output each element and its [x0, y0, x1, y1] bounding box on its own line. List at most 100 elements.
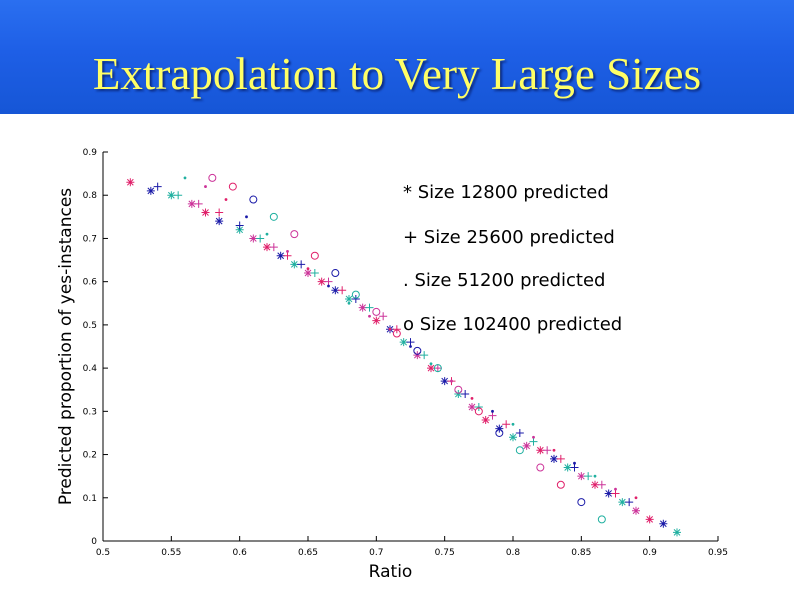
y-tick-label: 0.8	[83, 191, 98, 201]
data-point-size-51200	[204, 185, 207, 188]
data-point-size-102400	[597, 515, 606, 524]
data-point-size-51200	[286, 250, 289, 253]
data-point-size-102400	[331, 269, 340, 278]
data-point-size-102400	[433, 364, 442, 373]
data-point-size-12800	[215, 217, 224, 226]
data-point-size-12800	[201, 208, 210, 217]
data-point-size-102400	[474, 407, 483, 416]
data-point-size-12800	[536, 446, 545, 455]
legend-entry: . Size 51200 predicted	[403, 270, 605, 291]
data-point-size-12800	[522, 441, 531, 450]
y-axis-label: Predicted proportion of yes-instances	[56, 188, 76, 505]
data-point-size-25600	[433, 364, 442, 373]
data-point-size-51200	[245, 215, 248, 219]
data-point-size-25600	[283, 251, 292, 260]
data-point-size-12800	[659, 519, 668, 528]
data-point-size-25600	[215, 208, 224, 217]
data-point-size-25600	[256, 234, 265, 243]
data-point-size-102400	[577, 498, 586, 507]
data-point-size-12800	[468, 403, 476, 412]
data-point-size-25600	[338, 286, 347, 295]
data-point-size-51200	[634, 496, 638, 500]
data-point-size-25600	[194, 199, 203, 208]
data-point-size-25600	[392, 325, 401, 334]
data-point-size-12800	[317, 277, 326, 286]
data-point-size-102400	[556, 480, 565, 489]
data-point-size-51200	[368, 314, 371, 318]
y-tick-label: 0.1	[83, 494, 97, 504]
data-point-size-25600	[420, 351, 429, 360]
data-point-size-51200	[450, 379, 453, 383]
data-point-size-102400	[310, 251, 319, 260]
data-point-size-25600	[556, 454, 565, 463]
data-point-size-102400	[269, 212, 278, 221]
x-tick-label: 0.95	[708, 548, 728, 558]
data-point-size-12800	[276, 251, 285, 260]
data-point-size-102400	[495, 428, 504, 437]
data-point-size-102400	[228, 182, 237, 191]
data-point-size-25600	[406, 338, 415, 347]
data-point-size-12800	[263, 243, 271, 252]
data-point-size-25600	[474, 403, 483, 412]
data-point-size-102400	[249, 195, 258, 204]
data-point-size-12800	[604, 489, 613, 498]
data-point-size-51200	[388, 327, 392, 331]
data-point-size-12800	[591, 480, 599, 489]
data-point-size-12800	[673, 528, 681, 537]
y-tick-label: 0.5	[83, 321, 97, 331]
slide-title: Extrapolation to Very Large Sizes	[92, 49, 702, 99]
data-point-size-12800	[372, 316, 381, 325]
chart-legend: * Size 12800 predicted + Size 25600 predi…	[403, 182, 622, 335]
data-point-size-25600	[611, 489, 620, 498]
data-point-size-25600	[543, 446, 552, 455]
data-point-size-12800	[632, 506, 640, 515]
data-point-size-25600	[174, 191, 183, 200]
data-point-size-12800	[577, 472, 586, 481]
data-point-size-12800	[146, 186, 155, 195]
data-point-size-12800	[358, 303, 367, 312]
data-point-size-102400	[290, 230, 299, 239]
data-point-size-25600	[515, 428, 524, 437]
data-point-size-12800	[331, 286, 340, 295]
x-tick-label: 0.6	[233, 548, 248, 558]
data-point-size-12800	[167, 191, 176, 200]
data-point-size-25600	[153, 182, 162, 191]
data-point-size-12800	[304, 269, 312, 278]
data-point-size-12800	[481, 415, 490, 424]
data-point-size-102400	[351, 290, 360, 299]
x-tick-label: 0.55	[161, 548, 181, 558]
data-point-size-12800	[495, 424, 504, 433]
data-point-size-51200	[532, 435, 535, 439]
data-point-size-12800	[427, 364, 435, 373]
data-point-size-51200	[265, 232, 269, 236]
x-tick-label: 0.85	[571, 548, 591, 558]
data-point-size-25600	[235, 221, 244, 230]
data-point-size-51200	[470, 396, 474, 400]
chart-marks	[126, 173, 681, 537]
y-tick-label: 0.4	[83, 364, 98, 374]
chart-axes	[102, 152, 718, 542]
y-tick-label: 0.2	[83, 451, 97, 461]
data-point-size-51200	[614, 487, 617, 491]
data-point-size-51200	[224, 198, 228, 201]
x-tick-label: 0.75	[435, 548, 455, 558]
data-point-size-25600	[584, 472, 593, 481]
data-point-size-25600	[488, 411, 497, 420]
data-point-size-25600	[351, 294, 360, 303]
data-point-size-102400	[392, 329, 401, 338]
data-point-size-12800	[249, 234, 258, 243]
title-banner: Extrapolation to Very Large Sizes	[0, 0, 794, 114]
data-point-size-12800	[126, 178, 135, 187]
y-tick-label: 0	[91, 537, 97, 547]
data-point-size-12800	[290, 260, 299, 269]
x-axis-label: Ratio	[369, 562, 413, 582]
data-point-size-51200	[429, 362, 433, 366]
data-point-size-102400	[536, 463, 545, 472]
data-point-size-25600	[310, 269, 319, 278]
data-point-size-51200	[183, 176, 187, 180]
data-point-size-25600	[625, 498, 634, 507]
data-point-size-12800	[550, 454, 558, 463]
data-point-size-51200	[409, 345, 412, 348]
data-point-size-12800	[618, 498, 627, 507]
data-point-size-102400	[454, 385, 463, 394]
